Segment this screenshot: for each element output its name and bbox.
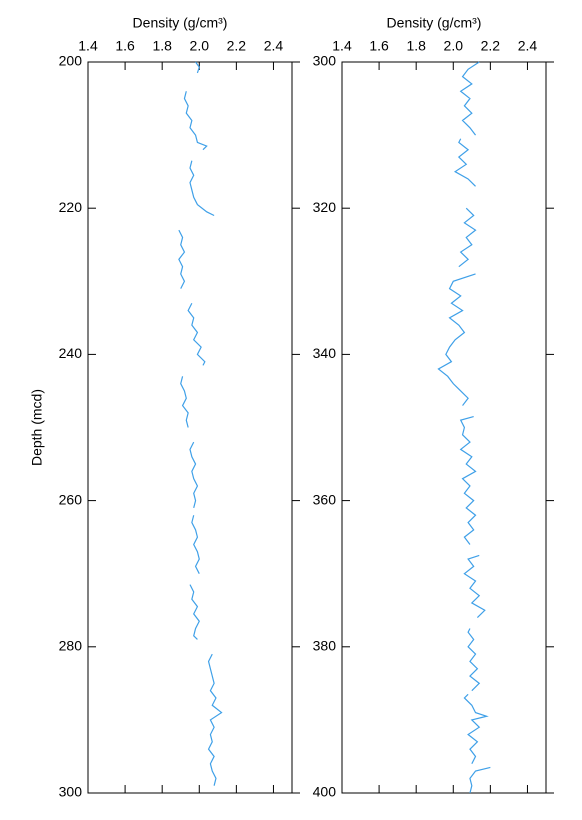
y-tick-label: 320	[313, 199, 337, 215]
x-tick-label: 1.6	[115, 38, 135, 54]
y-tick-label: 220	[59, 199, 83, 215]
y-tick-label: 340	[313, 345, 337, 361]
x-tick-label: 1.8	[152, 38, 172, 54]
x-tick-label: 2.0	[190, 38, 210, 54]
y-tick-label: 400	[313, 784, 337, 800]
plot-frame	[341, 61, 547, 794]
y-tick-label: 300	[313, 53, 337, 69]
y-tick-label: 200	[59, 53, 83, 69]
density-line	[437, 61, 491, 794]
x-tick-label: 2.2	[227, 38, 247, 54]
y-tick-label: 360	[313, 491, 337, 507]
x-tick-label: 2.4	[518, 38, 538, 54]
plot-frame	[87, 61, 293, 794]
x-tick-label: 2.4	[264, 38, 284, 54]
y-tick-label: 240	[59, 345, 83, 361]
x-tick-label: 2.0	[444, 38, 464, 54]
x-tick-label: 1.6	[369, 38, 389, 54]
y-tick-label: 280	[59, 638, 83, 654]
x-tick-label: 2.2	[481, 38, 501, 54]
x-tick-label: 1.4	[332, 38, 352, 54]
x-axis-label: Density (g/cm³)	[133, 15, 228, 31]
y-tick-label: 300	[59, 784, 83, 800]
x-tick-label: 1.4	[78, 38, 98, 54]
x-tick-label: 1.8	[406, 38, 426, 54]
density-line	[178, 61, 223, 786]
x-axis-label: Density (g/cm³)	[387, 15, 482, 31]
y-axis-label: Depth (mcd)	[29, 389, 45, 466]
y-tick-label: 380	[313, 638, 337, 654]
y-tick-label: 260	[59, 491, 83, 507]
